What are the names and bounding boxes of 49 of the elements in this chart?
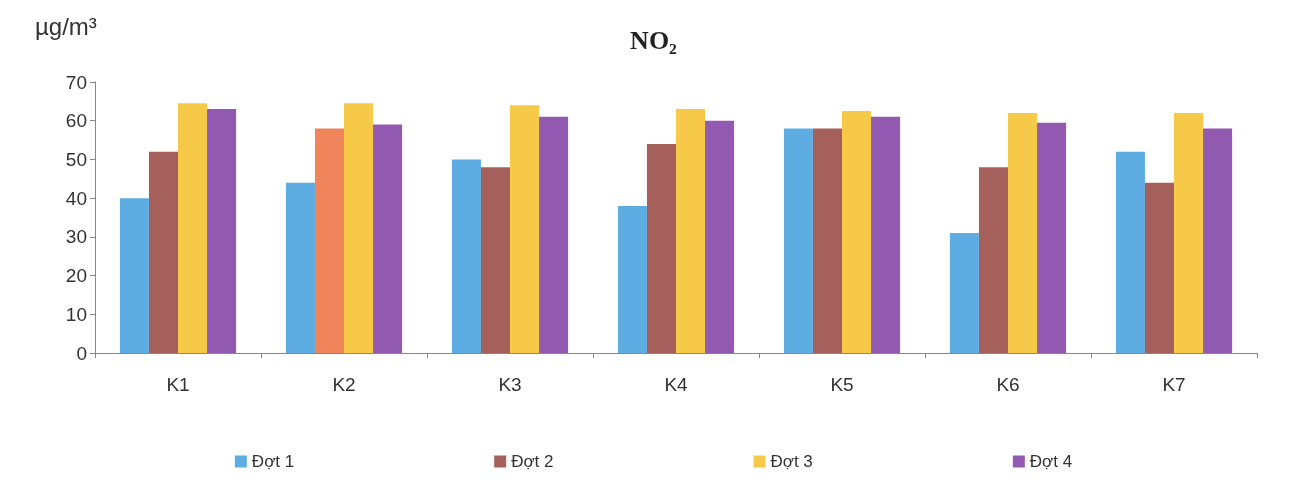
bar	[510, 105, 540, 353]
chart-title: NO₂	[630, 25, 678, 55]
legend-label: Đợt 4	[1029, 452, 1073, 471]
bar	[451, 159, 481, 353]
bar	[842, 111, 872, 353]
bar	[1037, 122, 1067, 353]
y-tick-label: 40	[65, 187, 87, 209]
bar	[1115, 151, 1145, 353]
bar	[539, 116, 569, 353]
y-tick-label: 60	[65, 110, 87, 132]
y-tick-label: 0	[76, 342, 87, 364]
y-tick-label: 10	[65, 303, 87, 325]
y-tick-label: 70	[65, 71, 87, 93]
x-tick-label: K4	[664, 374, 689, 395]
bar	[646, 143, 676, 353]
bar	[285, 182, 315, 353]
y-axis-title: µg/m³	[35, 12, 97, 40]
bar	[373, 124, 403, 353]
bar	[1008, 112, 1038, 353]
bar	[978, 167, 1008, 353]
bar	[705, 120, 735, 353]
bar	[314, 128, 344, 353]
y-tick-label: 30	[65, 226, 87, 248]
bar	[871, 116, 901, 353]
bar	[148, 151, 178, 353]
x-tick-label: K3	[498, 374, 522, 395]
bar	[480, 167, 510, 353]
bar	[1174, 112, 1204, 353]
bar	[344, 103, 374, 353]
y-tick-label: 50	[65, 148, 87, 170]
y-tick-label: 20	[65, 265, 87, 287]
bar	[178, 103, 208, 353]
x-tick-label: K2	[332, 374, 356, 395]
bar	[676, 109, 706, 353]
x-tick-label: K1	[166, 374, 190, 395]
bar	[1144, 182, 1174, 353]
legend-label: Đợt 3	[770, 452, 813, 471]
legend-label: Đợt 2	[511, 452, 554, 471]
bar	[812, 128, 842, 353]
legend-label: Đợt 1	[251, 452, 295, 471]
x-tick-label: K7	[1162, 374, 1186, 395]
bar	[783, 128, 813, 353]
x-tick-label: K5	[830, 374, 854, 395]
bar	[1203, 128, 1233, 353]
bar	[949, 232, 979, 353]
bar	[207, 109, 237, 353]
bar	[119, 198, 149, 353]
x-tick-label: K6	[996, 374, 1020, 395]
bar	[617, 205, 647, 353]
